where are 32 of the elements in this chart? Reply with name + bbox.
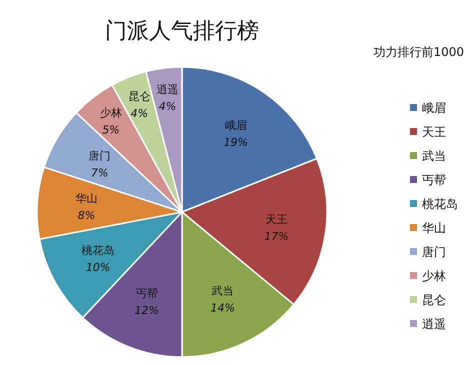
slice-label: 丐帮: [136, 286, 158, 300]
slice-label: 桃花岛: [82, 244, 115, 258]
data-label: 7%: [90, 166, 108, 180]
legend-label: 唐门: [422, 245, 446, 259]
chart-title: 门派人气排行榜: [105, 19, 259, 44]
legend-label: 逍遥: [422, 317, 446, 331]
slice-label: 昆仑: [128, 90, 150, 104]
data-label: 10%: [86, 261, 110, 274]
legend-label: 武当: [422, 149, 446, 163]
legend-label: 峨眉: [422, 101, 446, 115]
slice-label: 华山: [75, 192, 98, 205]
legend-label: 桃花岛: [422, 197, 458, 211]
legend-label: 天王: [422, 125, 446, 139]
slice-label: 少林: [100, 106, 122, 120]
data-label: 8%: [78, 208, 96, 222]
slice-label: 唐门: [88, 149, 111, 162]
data-label: 19%: [224, 136, 248, 149]
slice-label: 武当: [212, 284, 234, 298]
slice-label: 峨眉: [224, 118, 247, 132]
legend-label: 昆仑: [422, 293, 446, 307]
legend-label: 丐帮: [422, 173, 446, 187]
data-label: 4%: [158, 100, 176, 113]
data-label: 14%: [210, 302, 235, 315]
data-label: 17%: [264, 230, 289, 243]
slice-label: 天王: [266, 212, 288, 226]
legend-label: 华山: [422, 221, 446, 235]
data-label: 12%: [134, 304, 159, 317]
data-label: 5%: [102, 123, 120, 136]
slice-label: 逍遥: [156, 82, 178, 96]
legend-title: 功力排行前1000: [373, 45, 464, 59]
legend-label: 少林: [422, 269, 446, 283]
data-label: 4%: [130, 107, 148, 120]
